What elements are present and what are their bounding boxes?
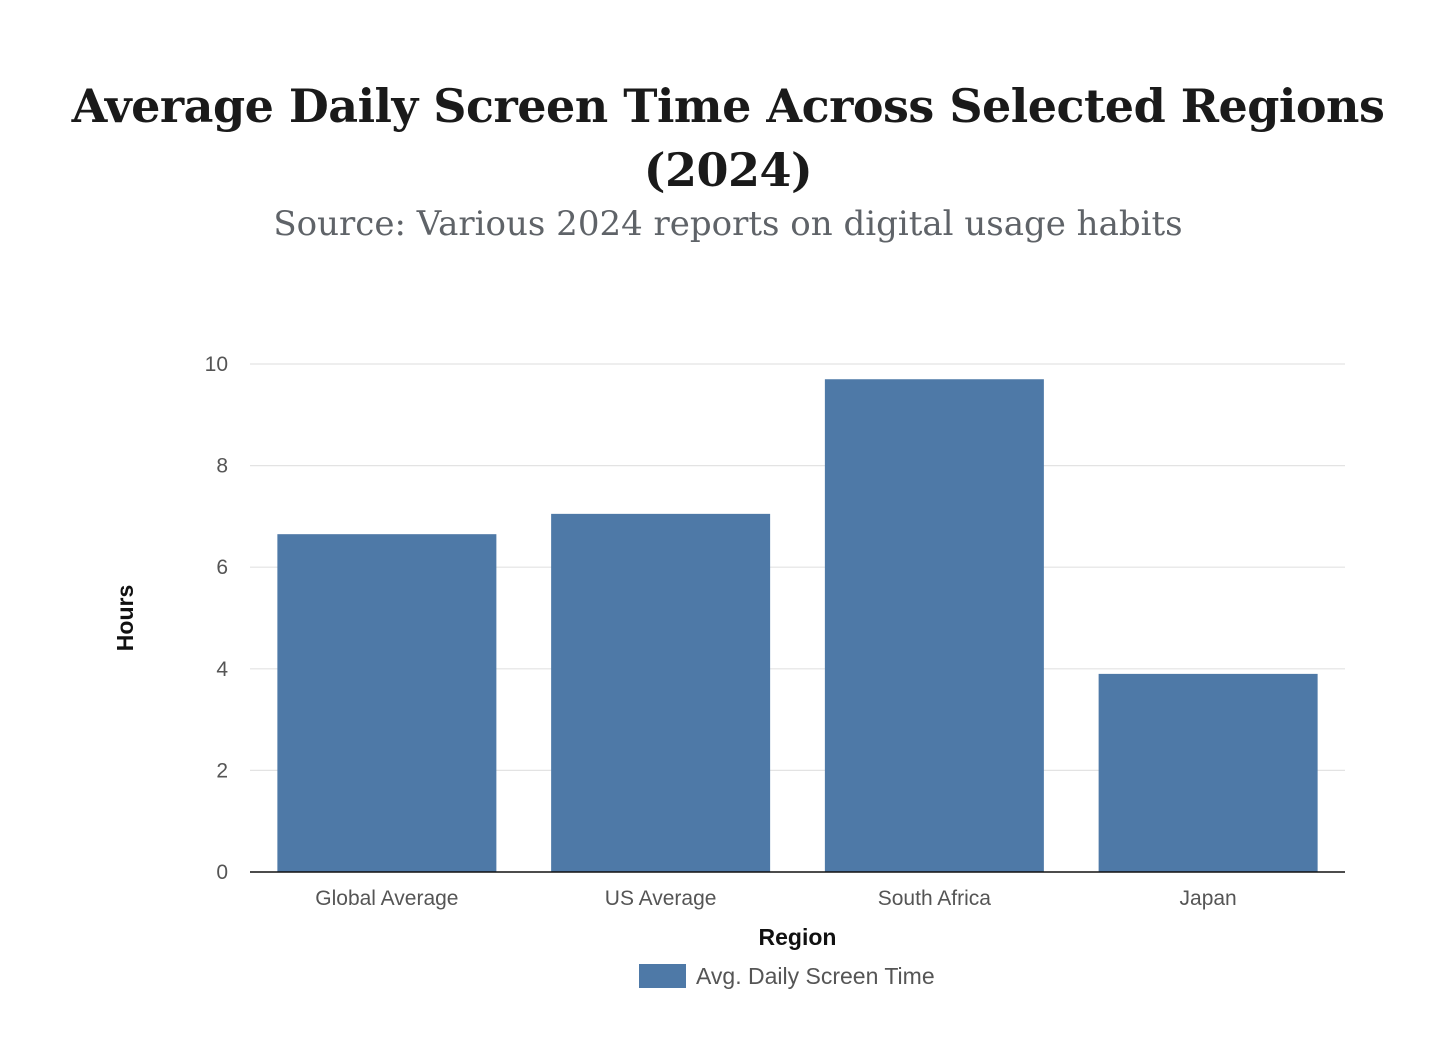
y-axis-ticks: 0 2 4 6 8 10 (205, 353, 229, 884)
x-tick-label: Global Average (315, 887, 458, 910)
y-axis-title: Hours (112, 585, 138, 651)
chart-subtitle: Source: Various 2024 reports on digital … (273, 204, 1183, 244)
x-axis-categories: Global Average US Average South Africa Japa… (315, 887, 1236, 910)
y-tick-label: 2 (216, 759, 228, 782)
x-axis-title: Region (759, 924, 837, 950)
chart-title: Average Daily Screen Time Across Selecte… (71, 79, 1385, 197)
y-tick-label: 4 (216, 658, 228, 681)
bar-japan[interactable] (1098, 673, 1318, 872)
bar-south-africa[interactable] (824, 379, 1044, 872)
bars (277, 379, 1318, 872)
legend[interactable]: Avg. Daily Screen Time (639, 963, 935, 989)
y-tick-label: 10 (205, 353, 228, 376)
y-tick-label: 0 (216, 861, 228, 884)
y-tick-label: 8 (216, 455, 228, 478)
x-tick-label: South Africa (878, 887, 992, 910)
bar-us-average[interactable] (551, 513, 771, 872)
y-tick-label: 6 (216, 556, 228, 579)
legend-swatch (639, 964, 686, 988)
bar-global-average[interactable] (277, 534, 497, 872)
x-tick-label: US Average (605, 887, 717, 910)
legend-label: Avg. Daily Screen Time (696, 963, 935, 989)
x-tick-label: Japan (1180, 887, 1237, 910)
